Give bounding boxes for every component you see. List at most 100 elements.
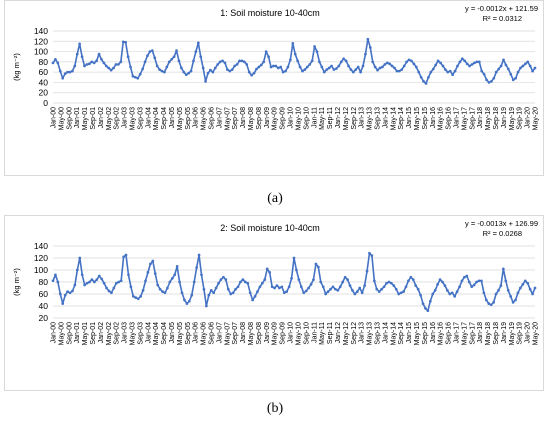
data-point (402, 64, 406, 68)
data-point (392, 284, 396, 287)
data-point (222, 275, 225, 279)
data-point (363, 284, 366, 287)
data-point (409, 275, 413, 279)
x-tick-label: Sep-05 (185, 107, 192, 130)
data-point (114, 281, 118, 285)
x-tick-label: Sep-05 (185, 322, 192, 345)
data-point (134, 296, 138, 299)
data-point (315, 50, 319, 53)
trendline-equation: y = -0.0013x + 126.99 (465, 219, 538, 228)
x-tick-label: May-12 (343, 107, 350, 130)
data-point (424, 307, 427, 310)
data-point (373, 65, 377, 69)
y-tick-label: 60 (39, 289, 49, 299)
data-point (167, 60, 171, 64)
x-tick-label: May-08 (248, 107, 255, 130)
x-tick-label: Jan-19 (501, 107, 508, 129)
data-point (419, 75, 423, 79)
data-point (451, 73, 454, 77)
y-axis-label: (kg m⁻²) (12, 268, 21, 296)
data-point (121, 40, 125, 44)
data-point (236, 285, 240, 289)
x-tick-label: Jan-13 (359, 322, 366, 344)
data-point (265, 267, 269, 271)
data-point (303, 68, 307, 71)
data-point (110, 291, 113, 295)
data-point (514, 76, 517, 80)
data-point (441, 280, 444, 284)
data-point (117, 63, 120, 66)
data-point (390, 281, 393, 285)
data-point (434, 63, 438, 67)
data-point (289, 58, 292, 62)
data-point (523, 279, 527, 283)
data-point (195, 266, 198, 269)
data-point (460, 57, 464, 61)
x-tick-label: Jan-13 (359, 107, 366, 129)
data-point (302, 291, 306, 295)
data-point (475, 60, 479, 64)
x-tick-label: May-03 (130, 107, 137, 130)
data-point (322, 70, 326, 74)
data-point (71, 289, 74, 293)
data-point (213, 66, 217, 70)
x-tick-label: Sep-11 (327, 322, 334, 344)
data-point (511, 78, 515, 82)
data-point (519, 286, 522, 290)
data-point (516, 291, 520, 295)
data-point (274, 64, 278, 68)
data-point (376, 68, 379, 72)
x-tick-label: May-06 (201, 107, 208, 130)
data-point (424, 82, 428, 85)
data-point (221, 59, 224, 63)
data-point (417, 70, 421, 74)
data-point (448, 292, 452, 296)
data-point (531, 292, 534, 296)
data-point (63, 293, 67, 297)
x-tick-label: May-10 (295, 107, 302, 130)
data-point (448, 69, 452, 73)
x-tick-label: Sep-17 (469, 322, 476, 345)
data-point (438, 278, 442, 281)
x-tick-label: May-05 (177, 107, 184, 130)
x-tick-label: May-01 (82, 322, 89, 345)
x-tick-label: May-15 (414, 107, 421, 130)
data-point (399, 291, 403, 295)
data-point (200, 273, 203, 277)
x-tick-label: May-13 (367, 107, 374, 130)
x-tick-label: May-19 (509, 107, 516, 130)
data-point (521, 64, 525, 68)
data-point (190, 293, 194, 297)
x-tick-label: Sep-03 (137, 107, 144, 130)
chart-title: 2: Soil moisture 10-40cm (220, 223, 320, 233)
x-tick-label: Jan-07 (216, 107, 223, 129)
data-point (291, 41, 295, 45)
data-point (160, 69, 164, 73)
data-point (252, 71, 256, 75)
x-tick-label: Sep-10 (303, 322, 310, 345)
x-tick-label: May-16 (438, 107, 445, 130)
data-point (107, 289, 111, 293)
data-point (428, 299, 432, 303)
data-point (309, 283, 313, 286)
data-point (521, 283, 525, 286)
data-point (492, 76, 496, 80)
x-tick-label: Jan-04 (145, 107, 152, 129)
y-tick-label: 20 (39, 88, 49, 98)
x-tick-label: Sep-09 (280, 322, 287, 345)
data-point (296, 59, 299, 63)
data-point (282, 291, 286, 295)
data-point (184, 73, 188, 77)
data-point (484, 298, 488, 302)
data-point (426, 309, 430, 313)
data-point (92, 61, 96, 65)
data-point (234, 287, 237, 291)
data-point (80, 55, 84, 59)
data-point (465, 62, 469, 66)
y-tick-label: 80 (39, 277, 49, 287)
data-point (241, 278, 245, 281)
data-point (368, 251, 371, 255)
data-point (335, 67, 338, 70)
data-point (380, 287, 383, 291)
data-point (356, 65, 360, 69)
